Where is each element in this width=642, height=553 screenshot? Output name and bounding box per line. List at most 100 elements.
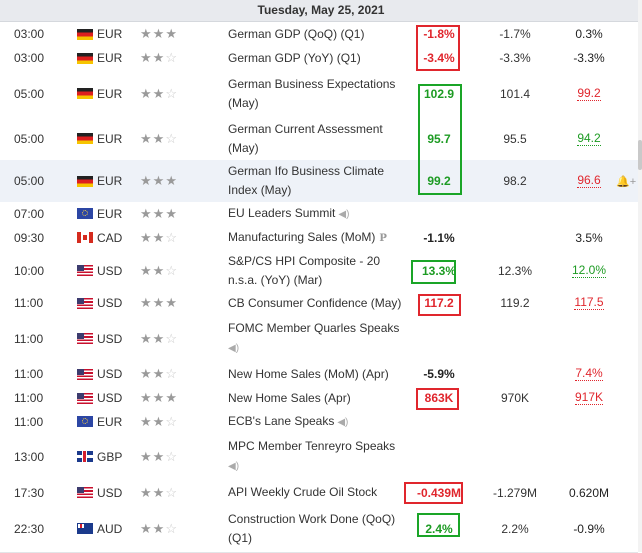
event-name[interactable]: EU Leaders Summit ◀)	[228, 202, 408, 225]
event-name[interactable]: API Weekly Crude Oil Stock	[228, 480, 408, 505]
event-name-text[interactable]: German GDP (YoY) (Q1)	[228, 50, 361, 65]
flag-cell	[77, 202, 93, 225]
forecast-value: 95.5	[503, 131, 527, 146]
scrollbar[interactable]	[638, 0, 642, 552]
currency-code: GBP	[97, 449, 123, 464]
calendar-row[interactable]: 05:00 EUR ★ ★ ☆ German Current Assessment (Ma…	[0, 117, 638, 161]
currency-code: USD	[97, 263, 123, 278]
canada-flag-icon	[77, 232, 93, 243]
calendar-row[interactable]: 10:00 USD ★ ★ ☆ S&P/CS HPI Composite - 20 n.s…	[0, 250, 638, 292]
event-name[interactable]: German Business Expectations (May)	[228, 70, 408, 117]
importance-stars: ★ ★ ☆	[140, 117, 178, 160]
event-name[interactable]: MPC Member Tenreyro Speaks ◀)	[228, 433, 408, 480]
calendar-row[interactable]: 05:00 EUR ★ ★ ★ German Ifo Business Climate I…	[0, 160, 638, 203]
previous-value[interactable]: 94.2	[577, 130, 601, 146]
event-name[interactable]: German Ifo Business Climate Index (May)	[228, 160, 408, 202]
calendar-row[interactable]: 11:00 USD ★ ★ ★ New Home Sales (Apr) 863K 970K 9…	[0, 386, 638, 411]
preliminary-icon: P	[379, 232, 387, 244]
previous-value-cell: 917K	[550, 386, 628, 410]
event-name-text[interactable]: German GDP (QoQ) (Q1)	[228, 26, 365, 41]
event-name[interactable]: S&P/CS HPI Composite - 20 n.s.a. (YoY) (…	[228, 250, 408, 291]
annotation-box-red	[416, 388, 459, 410]
star-empty-icon: ☆	[165, 130, 178, 146]
speaker-icon: ◀)	[338, 208, 350, 220]
calendar-row[interactable]: 07:00 EUR ★ ★ ★ EU Leaders Summit ◀)	[0, 202, 638, 226]
event-name-text[interactable]: German Business Expectations (May)	[228, 76, 396, 110]
event-name-text[interactable]: FOMC Member Quarles Speaks	[228, 321, 400, 335]
star-filled-icon: ★	[140, 262, 153, 278]
event-name-text[interactable]: Construction Work Done (QoQ) (Q1)	[228, 511, 396, 545]
event-name[interactable]: New Home Sales (Apr)	[228, 386, 408, 410]
calendar-row[interactable]: 03:00 EUR ★ ★ ★ German GDP (QoQ) (Q1) -1.8% -1.…	[0, 22, 638, 47]
flag-cell	[77, 117, 93, 160]
germany-flag-icon	[77, 28, 93, 40]
star-filled-icon: ★	[165, 173, 178, 188]
forecast-value-cell: 95.5	[478, 117, 552, 160]
uk-flag-icon	[77, 451, 93, 462]
calendar-row[interactable]: 11:00 USD ★ ★ ☆ New Home Sales (MoM) (Apr) -5.…	[0, 362, 638, 387]
importance-stars: ★ ★ ★	[140, 202, 178, 225]
star-filled-icon: ★	[140, 366, 153, 381]
calendar-row[interactable]: 05:00 EUR ★ ★ ☆ German Business Expectations …	[0, 70, 638, 118]
calendar-row[interactable]: 09:30 CAD ★ ★ ☆ Manufacturing Sales (MoM) P -1.…	[0, 225, 638, 251]
event-time: 09:30	[14, 230, 45, 245]
calendar-row[interactable]: 11:00 USD ★ ★ ☆ FOMC Member Quarles Speaks ◀)	[0, 315, 638, 363]
calendar-row[interactable]: 03:00 EUR ★ ★ ☆ German GDP (YoY) (Q1) -3.4% -3.…	[0, 46, 638, 71]
star-filled-icon: ★	[152, 484, 166, 500]
event-time: 05:00	[14, 174, 45, 188]
previous-value[interactable]: 12.0%	[571, 262, 607, 278]
usa-flag-icon	[77, 297, 93, 309]
previous-value[interactable]: 917K	[574, 390, 604, 405]
calendar-row[interactable]: 17:30 USD ★ ★ ☆ API Weekly Crude Oil Stock -0.…	[0, 480, 638, 506]
event-name[interactable]: New Home Sales (MoM) (Apr)	[228, 362, 408, 386]
forecast-value-cell	[478, 202, 552, 225]
event-name-text[interactable]: Manufacturing Sales (MoM)	[228, 229, 376, 244]
event-name[interactable]: German Current Assessment (May)	[228, 117, 408, 160]
event-name-text[interactable]: API Weekly Crude Oil Stock	[228, 485, 378, 499]
event-time: 11:00	[14, 367, 44, 381]
previous-value[interactable]: 99.2	[577, 85, 601, 101]
star-filled-icon: ★	[140, 330, 153, 346]
event-name-text[interactable]: EU Leaders Summit	[228, 205, 336, 220]
event-name-text[interactable]: German Current Assessment (May)	[228, 121, 383, 155]
event-name[interactable]: German GDP (YoY) (Q1)	[228, 46, 408, 70]
star-empty-icon: ☆	[165, 484, 178, 500]
calendar-row[interactable]: 13:00 GBP ★ ★ ☆ MPC Member Tenreyro Speaks ◀)	[0, 433, 638, 481]
australia-flag-icon	[77, 523, 93, 534]
previous-value[interactable]: 96.6	[577, 173, 601, 188]
event-name-text[interactable]: ECB's Lane Speaks	[228, 413, 335, 428]
calendar-row[interactable]: 22:30 AUD ★ ★ ☆ Construction Work Done (QoQ) …	[0, 505, 638, 553]
star-filled-icon: ★	[140, 484, 153, 500]
event-name-text[interactable]: MPC Member Tenreyro Speaks	[228, 439, 396, 453]
star-filled-icon: ★	[140, 448, 153, 464]
event-name[interactable]: Manufacturing Sales (MoM) P	[228, 225, 408, 250]
event-name-text[interactable]: S&P/CS HPI Composite - 20 n.s.a. (YoY) (…	[228, 253, 381, 287]
previous-value[interactable]: 117.5	[574, 295, 604, 310]
currency-code: EUR	[97, 27, 123, 41]
event-name-text[interactable]: CB Consumer Confidence (May)	[228, 295, 402, 310]
previous-value-cell: -0.9%	[550, 505, 628, 552]
event-name[interactable]: ECB's Lane Speaks ◀)	[228, 410, 408, 433]
previous-value-cell	[550, 315, 628, 362]
event-name[interactable]: FOMC Member Quarles Speaks ◀)	[228, 315, 408, 362]
flag-cell	[77, 480, 93, 505]
scrollbar-thumb[interactable]	[638, 140, 642, 170]
star-filled-icon: ★	[152, 330, 166, 346]
event-name-text[interactable]: New Home Sales (Apr)	[228, 390, 351, 405]
previous-value[interactable]: 7.4%	[575, 366, 603, 381]
actual-value-cell: 95.7	[400, 117, 478, 160]
eu-flag-icon	[77, 416, 93, 427]
calendar-row[interactable]: 11:00 EUR ★ ★ ☆ ECB's Lane Speaks ◀)	[0, 410, 638, 434]
event-name[interactable]: CB Consumer Confidence (May)	[228, 291, 408, 315]
alert-bell-icon[interactable]: 🔔+	[616, 175, 637, 188]
event-time: 11:00	[14, 296, 44, 310]
usa-flag-icon	[77, 392, 93, 404]
star-filled-icon: ★	[140, 130, 153, 146]
calendar-row[interactable]: 11:00 USD ★ ★ ★ CB Consumer Confidence (May) 1…	[0, 291, 638, 316]
event-name[interactable]: Construction Work Done (QoQ) (Q1)	[228, 505, 408, 552]
event-name-text[interactable]: New Home Sales (MoM) (Apr)	[228, 366, 389, 381]
event-name-text[interactable]: German Ifo Business Climate Index (May)	[228, 164, 385, 197]
actual-value-cell: -5.9%	[400, 362, 478, 386]
importance-stars: ★ ★ ★	[140, 291, 178, 315]
event-name[interactable]: German GDP (QoQ) (Q1)	[228, 22, 408, 46]
